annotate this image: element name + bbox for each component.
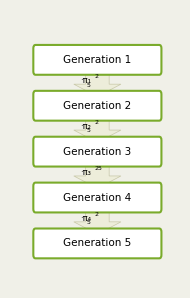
FancyBboxPatch shape [33,91,162,121]
Text: 5: 5 [86,220,90,225]
Text: Generation 2: Generation 2 [63,101,131,111]
Text: 5: 5 [86,128,90,134]
Text: 25: 25 [94,166,102,171]
Polygon shape [74,207,121,234]
Text: 5: 5 [86,83,90,88]
Text: ·π₄: ·π₄ [80,214,92,223]
Polygon shape [74,115,121,142]
Text: ·π₂: ·π₂ [81,122,92,131]
FancyBboxPatch shape [33,137,162,167]
Text: Generation 4: Generation 4 [63,193,131,203]
Text: 2: 2 [94,74,98,79]
Text: ·π₃: ·π₃ [81,168,92,177]
Text: Generation 3: Generation 3 [63,147,131,157]
Text: ·π₁: ·π₁ [81,76,92,85]
FancyBboxPatch shape [33,229,162,258]
FancyBboxPatch shape [33,45,162,75]
Text: 2: 2 [94,212,98,217]
Polygon shape [74,69,121,97]
Text: Generation 1: Generation 1 [63,55,131,65]
Text: Generation 5: Generation 5 [63,238,131,249]
Text: 2: 2 [94,120,98,125]
FancyBboxPatch shape [33,183,162,212]
Polygon shape [74,161,121,188]
